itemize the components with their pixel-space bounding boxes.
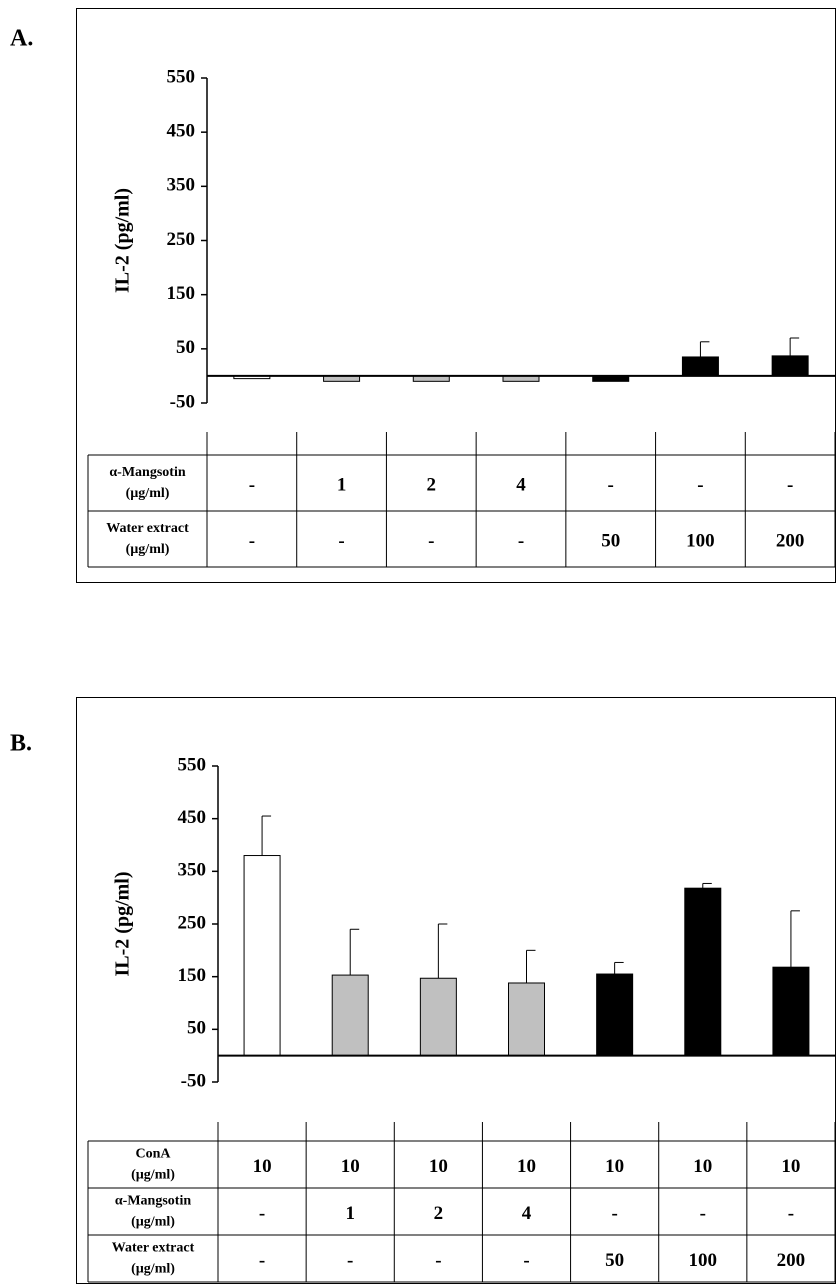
table-cell: - [249,530,255,551]
table-cell: - [788,1203,794,1224]
y-tick-label: -50 [181,1070,206,1091]
table-cell: - [259,1250,265,1271]
row-unit: (µg/ml) [126,486,170,501]
row-label: α-Mangsotin [109,465,185,480]
y-tick-label: 50 [176,337,195,358]
table-cell: - [611,1203,617,1224]
bar [772,966,810,1057]
table-cell: 10 [517,1156,536,1177]
bar [771,355,809,377]
bar [243,855,281,1057]
bar [596,973,634,1057]
y-tick-label: 350 [178,860,207,881]
table-cell: - [518,530,524,551]
table-cell: 10 [781,1156,800,1177]
table-cell: 100 [689,1250,718,1271]
table-cell: 1 [345,1203,355,1224]
table-cell: 10 [693,1156,712,1177]
y-tick-label: 150 [167,283,196,304]
bar [419,977,457,1057]
table-cell: - [249,474,255,495]
y-tick-label: 350 [167,175,196,196]
table-cell: 10 [429,1156,448,1177]
row-label: Water extract [112,1241,195,1256]
table-cell: - [259,1203,265,1224]
bar [684,887,722,1057]
y-tick-label: 50 [187,1018,206,1039]
y-tick-label: 550 [167,66,196,87]
table-cell: 50 [605,1250,624,1271]
table-cell: 10 [605,1156,624,1177]
bar [331,974,369,1057]
table-cell: 4 [522,1203,532,1224]
table-cell: - [435,1250,441,1271]
table-cell: - [787,474,793,495]
table-cell: - [338,530,344,551]
y-tick-label: 450 [178,807,207,828]
row-unit: (µg/ml) [126,542,170,557]
panel-label: B. [10,731,32,757]
y-tick-label: 450 [167,121,196,142]
row-unit: (µg/ml) [131,1262,175,1277]
table-cell: - [347,1250,353,1271]
row-label: Water extract [106,521,189,536]
bar [508,982,545,1057]
y-tick-label: -50 [170,391,195,412]
y-tick-label: 250 [178,912,207,933]
y-tick-label: 550 [178,754,207,775]
table-cell: 2 [427,474,437,495]
row-unit: (µg/ml) [131,1215,175,1230]
table-cell: 10 [341,1156,360,1177]
panel-label: A. [10,26,33,52]
table-cell: 1 [337,474,347,495]
table-cell: - [523,1250,529,1271]
table-cell: 100 [686,530,715,551]
table-cell: 200 [777,1250,806,1271]
table-cell: - [697,474,703,495]
table-cell: - [608,474,614,495]
bar [681,356,719,377]
y-axis-label: IL-2 (pg/ml) [112,872,134,977]
row-unit: (µg/ml) [131,1168,175,1183]
row-label: ConA [135,1147,171,1162]
y-tick-label: 250 [167,229,196,250]
row-label: α-Mangsotin [115,1194,191,1209]
y-tick-label: 150 [178,965,207,986]
table-cell: - [428,530,434,551]
table-cell: 50 [601,530,620,551]
table-cell: 2 [434,1203,444,1224]
table-cell: 200 [776,530,805,551]
y-axis-label: IL-2 (pg/ml) [112,188,134,293]
table-cell: - [700,1203,706,1224]
table-cell: 4 [516,474,526,495]
table-cell: 10 [253,1156,272,1177]
